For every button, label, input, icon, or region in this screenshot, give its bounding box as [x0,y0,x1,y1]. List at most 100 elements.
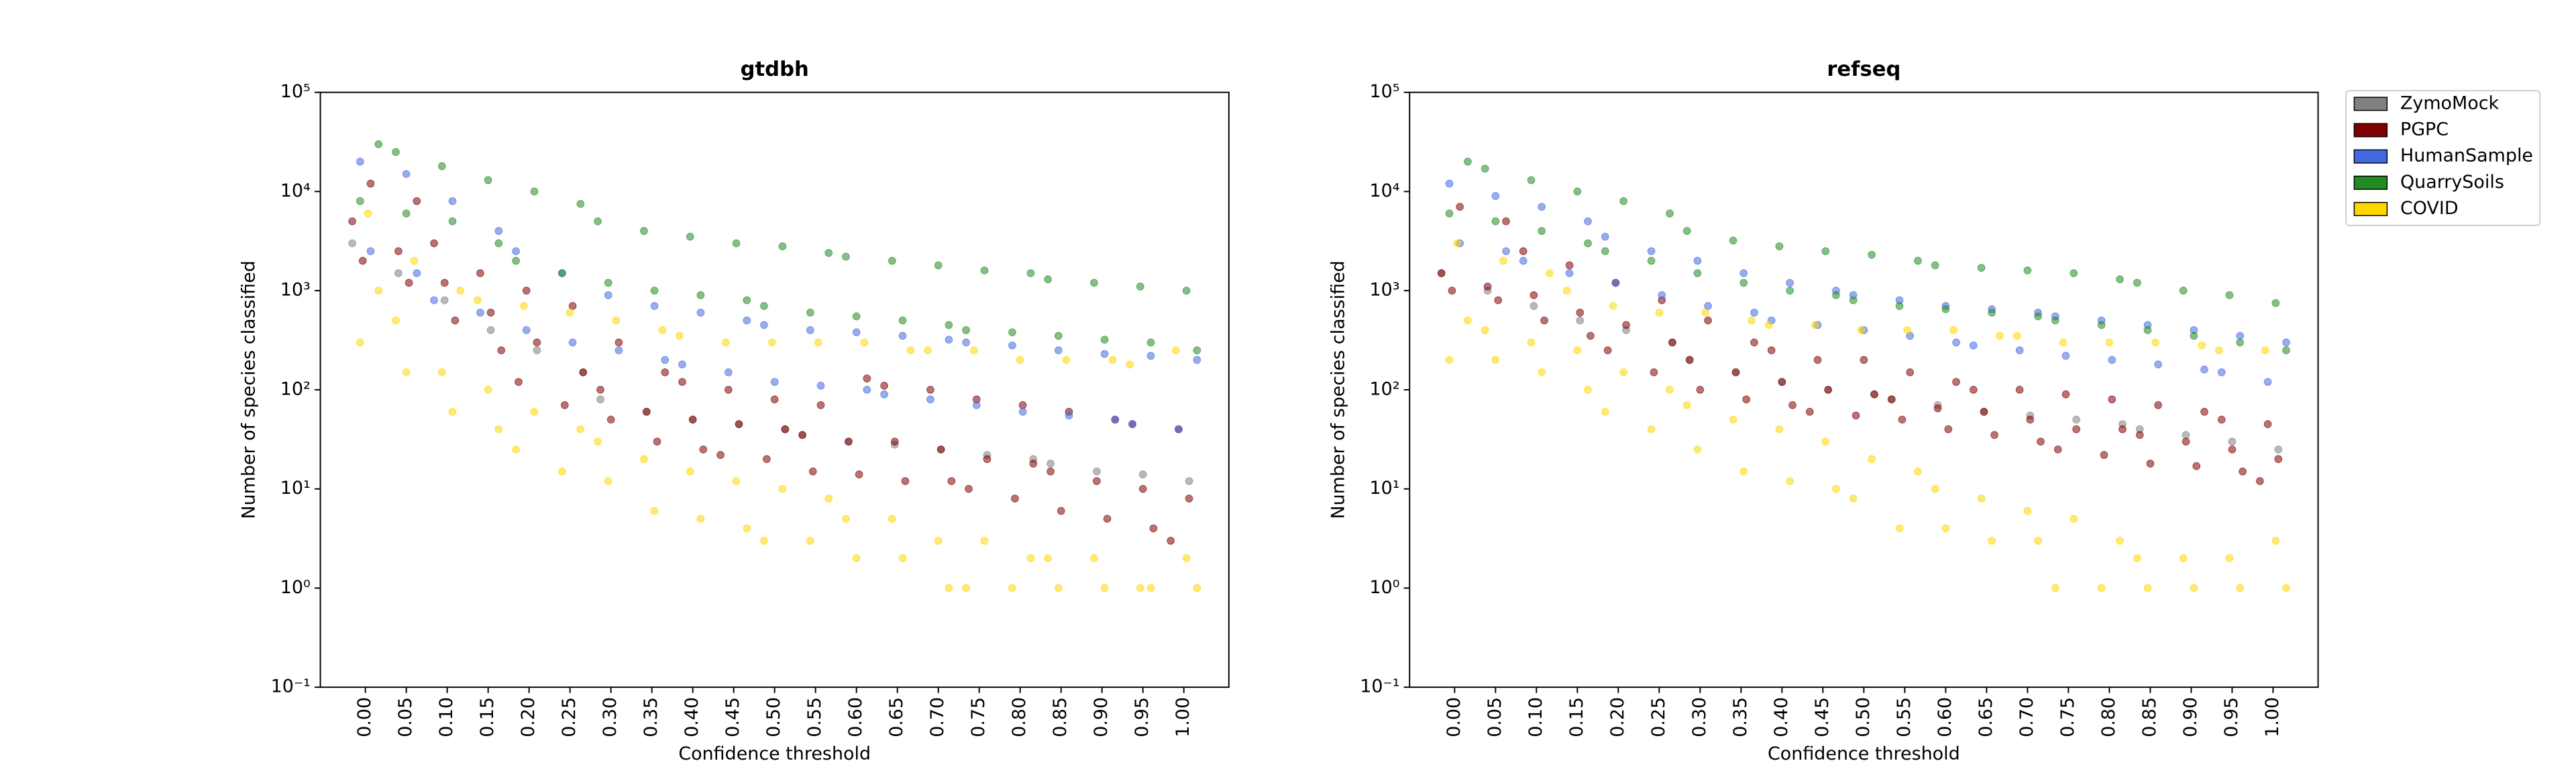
x-tick-label: 0.25 [1648,697,1669,737]
strip-point [816,381,825,390]
strip-point [653,437,661,446]
strip-point [1739,467,1748,476]
strip-point [880,381,888,390]
strip-point [1057,507,1065,515]
strip-point [2051,316,2059,325]
strip-point [1464,158,1472,166]
x-tick-label: 0.45 [1812,697,1833,737]
strip-point [1573,346,1582,354]
strip-point [437,162,446,170]
strip-point [1980,407,1988,416]
strip-point [484,176,492,185]
strip-point [743,524,751,533]
strip-point [661,368,669,376]
strip-point [2274,445,2283,454]
strip-point [1491,192,1500,201]
strip-point [1138,484,1147,493]
strip-point [1748,316,1756,325]
strip-point [456,287,465,295]
strip-point [842,515,850,523]
y-tick-label: 10⁴ [1369,181,1399,201]
strip-point [2097,321,2106,329]
strip-point [2116,275,2124,284]
strip-point [890,437,899,446]
x-tick-label: 0.15 [1566,697,1587,737]
strip-point [778,242,787,250]
strip-point [2108,395,2116,404]
strip-point [356,197,364,205]
strip-point [1185,495,1193,503]
strip-point [1008,341,1016,350]
strip-point [533,346,541,354]
y-tick-label: 10⁵ [280,81,311,102]
strip-point [1941,305,1950,313]
strip-point [962,338,970,347]
strip-point [696,291,705,299]
legend: ZymoMock PGPC HumanSample QuarrySoils COVID [2345,90,2541,226]
strip-point [530,407,539,416]
x-tick-label: 0.20 [518,697,539,737]
strip-point [1933,404,1942,413]
y-tick-label: 10² [280,378,311,399]
strip-point [678,360,686,369]
strip-point [533,338,541,347]
strip-point [1750,309,1758,317]
strip-point [1026,269,1035,278]
strip-point [1448,287,1456,295]
strip-point [356,158,364,166]
strip-point [2061,390,2070,399]
strip-point [852,554,861,562]
strip-point [594,437,602,446]
strip-point [699,445,708,454]
strip-point [1538,203,1546,211]
strip-point [947,477,956,485]
strip-point [732,239,741,248]
y-axis-label: Number of species classified [239,260,260,519]
strip-point [945,336,953,344]
y-tick-label: 10¹ [280,478,311,499]
strip-point [1108,356,1117,364]
strip-point [2059,338,2068,347]
strip-point [1149,524,1158,533]
strip-point [1821,247,1830,256]
strip-point [1914,256,1922,265]
strip-point [901,477,910,485]
x-tick-label: 0.85 [2139,697,2160,737]
strip-point [1668,338,1676,347]
x-tick-label: 0.00 [354,697,375,737]
strip-point [1126,360,1134,369]
strip-point [2271,299,2280,307]
strip-point [842,252,850,261]
strip-point [2026,415,2035,424]
strip-point [1849,296,1858,305]
strip-point [1529,302,1538,310]
strip-point [2214,346,2223,354]
strip-point [448,407,457,416]
strip-point [1996,331,2004,340]
strip-point [1193,346,1201,354]
x-tick-label: 0.85 [1050,697,1071,737]
strip-point [763,455,771,464]
strip-point [1538,227,1546,236]
strip-point [2108,356,2116,364]
strip-point [806,326,814,334]
strip-point [2097,584,2106,592]
strip-point [604,291,612,299]
legend-swatch [2353,175,2388,190]
strip-point [1054,584,1063,592]
strip-point [2228,437,2237,446]
strip-point [888,256,896,265]
strip-point [405,278,413,287]
strip-point [2239,467,2247,476]
strip-point [2037,437,2045,446]
strip-point [1666,386,1674,394]
strip-point [519,302,528,310]
strip-point [1647,425,1656,433]
strip-point [806,309,814,317]
y-axis-label: Number of species classified [1328,260,1348,519]
strip-point [1704,302,1712,310]
strip-point [1437,269,1446,278]
strip-point [497,346,506,354]
strip-point [512,445,520,454]
legend-swatch [2353,149,2388,164]
